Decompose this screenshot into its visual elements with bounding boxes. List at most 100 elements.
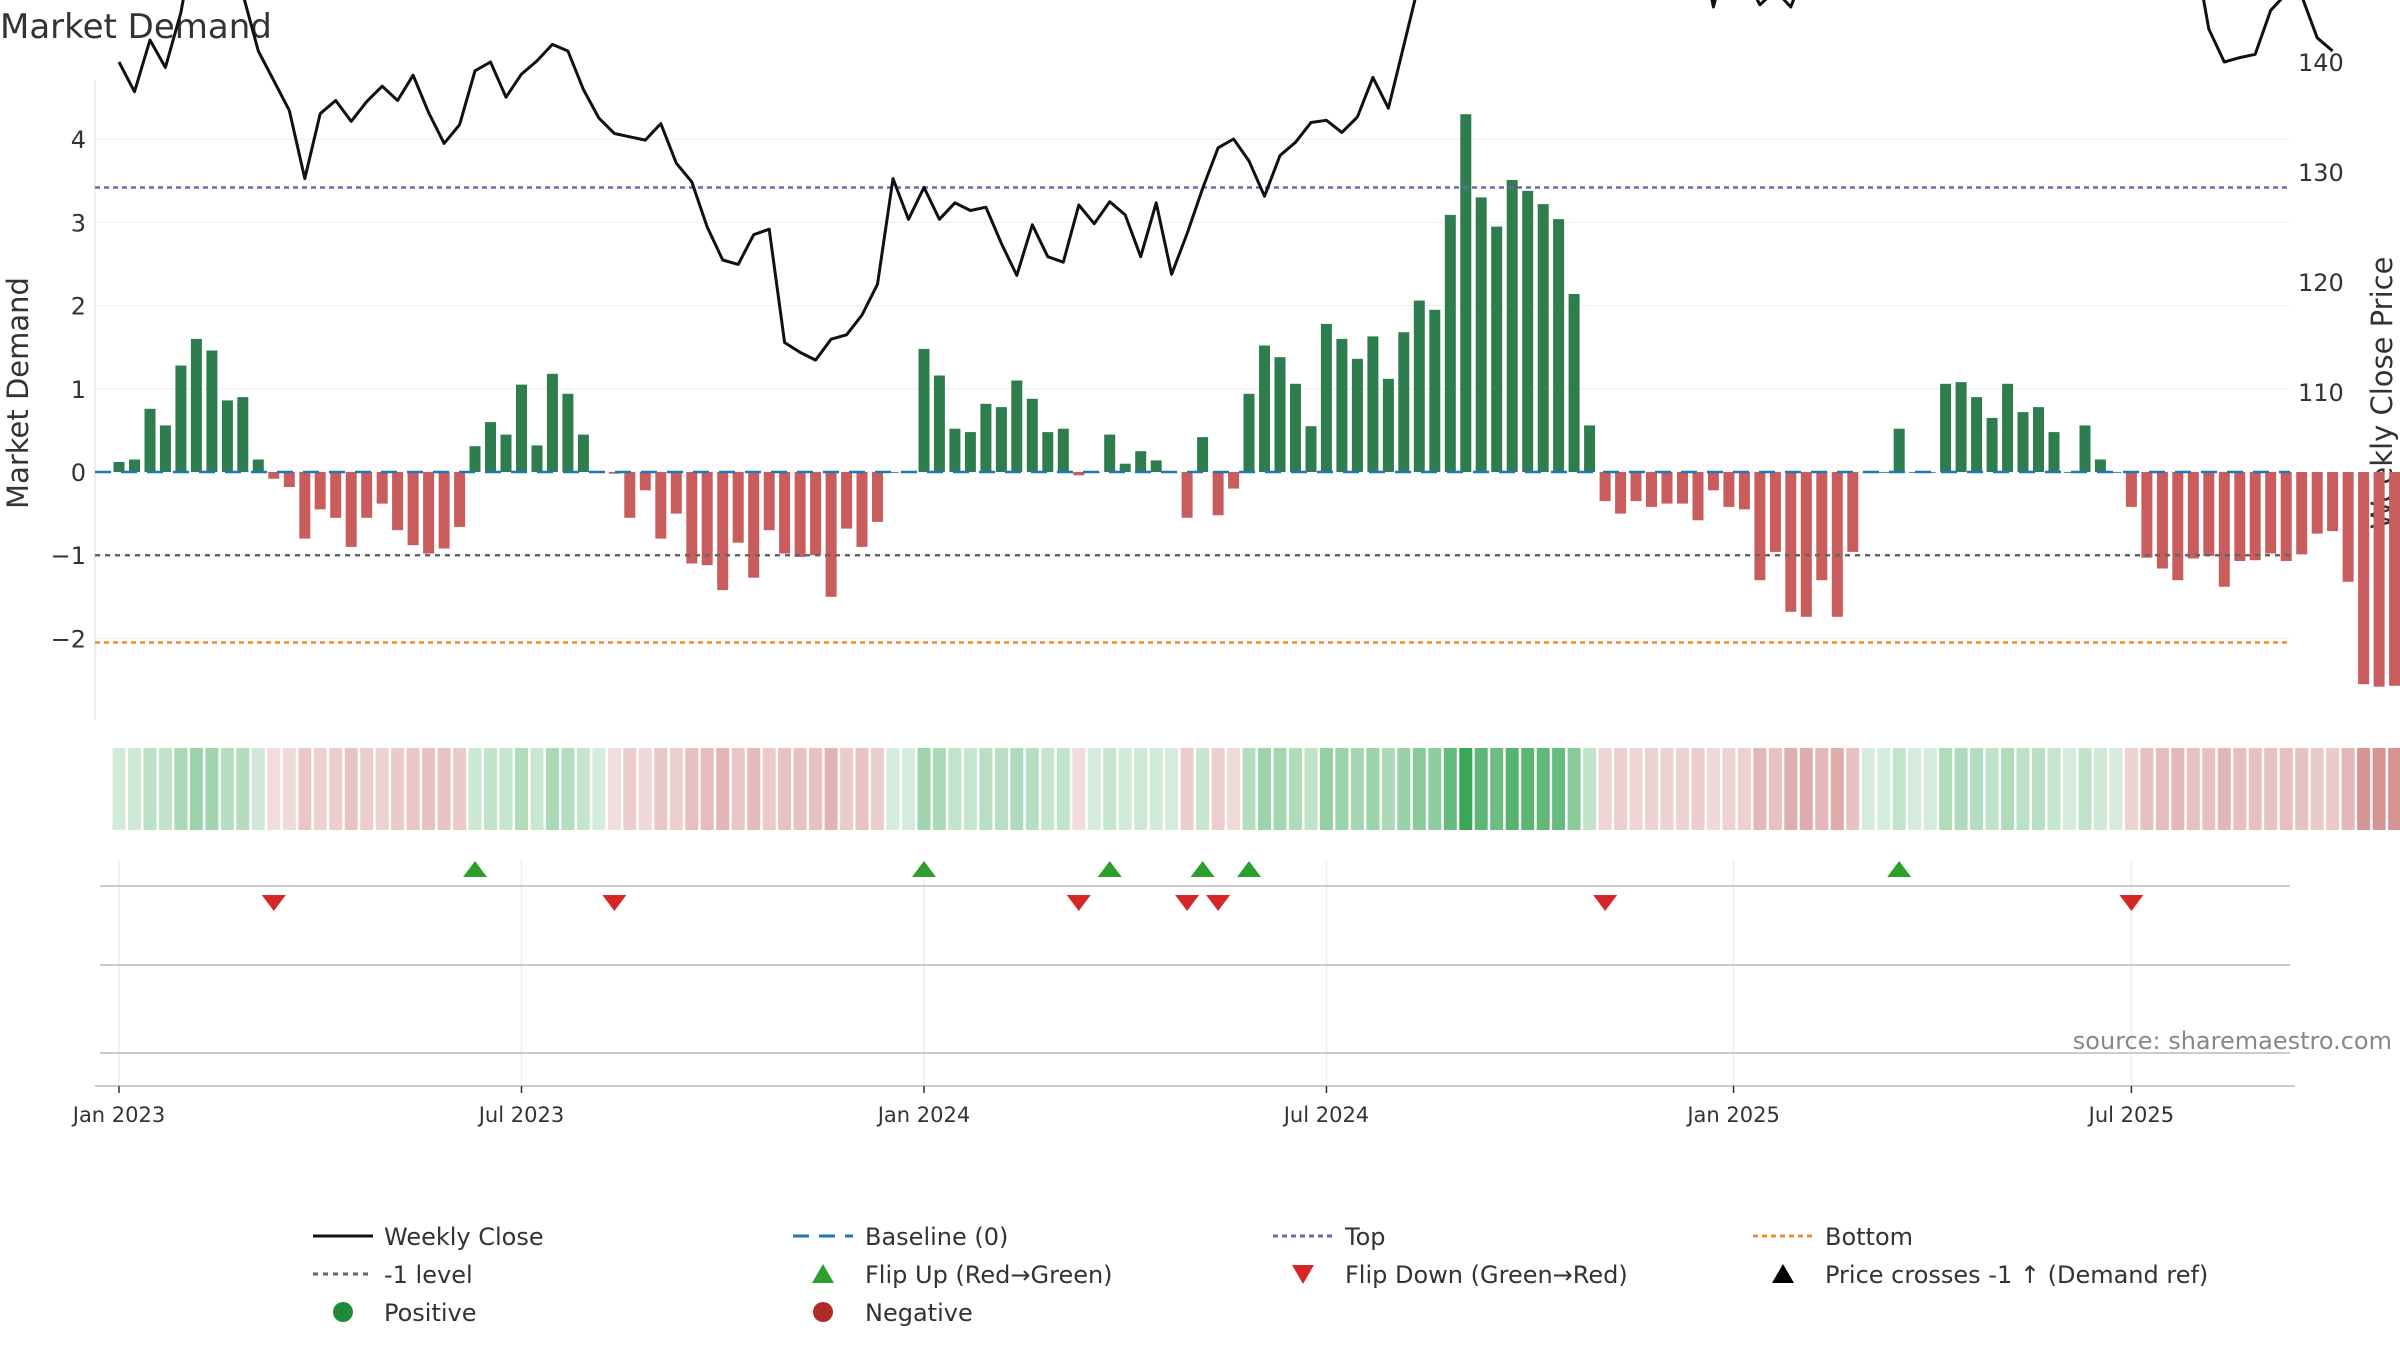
strip-cell (1954, 748, 1968, 830)
demand-bar (1382, 378, 1394, 472)
strip-cell (1536, 748, 1550, 830)
demand-bar (1831, 472, 1843, 617)
flip-down-marker (261, 895, 286, 911)
legend: Weekly Close -1 level Positive Baseline … (313, 1223, 2208, 1327)
demand-bar (856, 472, 868, 547)
demand-bar (933, 375, 945, 472)
demand-bar (268, 472, 280, 479)
demand-bar (1135, 451, 1147, 472)
strip-cell (855, 748, 869, 830)
strip-cell (824, 748, 838, 830)
strip-cell (1211, 748, 1225, 830)
legend-bottom: Bottom (1825, 1223, 1913, 1251)
demand-bar (1228, 472, 1240, 489)
legend-swatch-negative (813, 1302, 833, 1322)
demand-bar (1042, 432, 1054, 472)
demand-bar (1119, 463, 1131, 472)
demand-bar (330, 472, 342, 518)
flip-down-marker (1593, 895, 1618, 911)
strip-cell (1629, 748, 1643, 830)
chart-title: Market Demand (0, 7, 272, 47)
strip-cell (716, 748, 730, 830)
strip-cell (1041, 748, 1055, 830)
strip-cell (1118, 748, 1132, 830)
demand-bar (531, 445, 543, 472)
strip-cell (1815, 748, 1829, 830)
strip-cell (576, 748, 590, 830)
strip-cell (932, 748, 946, 830)
strip-cell (344, 748, 358, 830)
demand-bar (1181, 472, 1193, 518)
strip-cell (1799, 748, 1813, 830)
strip-cell (654, 748, 668, 830)
demand-bar (2079, 425, 2091, 472)
strip-cell (1196, 748, 1210, 830)
demand-bar (841, 472, 853, 529)
strip-cell (375, 748, 389, 830)
strip-cell (2186, 748, 2200, 830)
demand-bar (2296, 472, 2308, 555)
demand-bar (345, 472, 357, 547)
y-tick-left: −1 (51, 542, 86, 570)
legend-flip-up: Flip Up (Red→Green) (865, 1261, 1113, 1289)
y-ticks-right: 110120130140150160 (2298, 49, 2344, 407)
demand-bar (2094, 459, 2106, 472)
demand-bar (2389, 472, 2400, 686)
demand-bar (1893, 428, 1905, 472)
strip-cell (1428, 748, 1442, 830)
demand-bar (1816, 472, 1828, 581)
demand-bar (1940, 383, 1952, 472)
strip-cell (1180, 748, 1194, 830)
strip-cell (2295, 748, 2309, 830)
y-tick-left: −2 (51, 625, 86, 653)
strip-cell (2032, 748, 2045, 830)
demand-bar (1475, 197, 1487, 472)
demand-bar (2358, 472, 2370, 685)
x-tick-label: Jan 2023 (71, 1103, 166, 1127)
strip-cell (1784, 748, 1798, 830)
demand-bar (299, 472, 311, 539)
demand-bar (2033, 407, 2044, 472)
strip-cell (1645, 748, 1658, 830)
strip-cell (189, 748, 203, 830)
strip-cell (313, 748, 327, 830)
strip-cell (468, 748, 482, 830)
demand-bar (1522, 190, 1534, 473)
strip-cell (948, 748, 962, 830)
strip-cell (2217, 748, 2231, 830)
strip-cell (1552, 748, 1566, 830)
demand-bar (1692, 472, 1704, 521)
strip-cell (840, 748, 854, 830)
demand-bar (129, 459, 140, 472)
strip-cell (778, 748, 792, 830)
demand-bar (639, 472, 651, 491)
demand-bar (1878, 472, 1890, 473)
strip-cell (2124, 748, 2138, 830)
strip-cell (1381, 748, 1395, 830)
demand-bar (1274, 357, 1286, 472)
strip-cell (886, 748, 900, 830)
strip-cell (391, 748, 405, 830)
flip-down-marker (1206, 895, 1231, 911)
demand-bar (1104, 434, 1116, 472)
strip-cell (1242, 748, 1256, 830)
strip-cell (1072, 748, 1086, 830)
strip-cell (700, 748, 714, 830)
strip-cell (1227, 748, 1241, 830)
price-line-layer (117, 0, 2334, 362)
demand-bar (1011, 380, 1023, 472)
demand-bar (2125, 472, 2137, 507)
strip-cell (1691, 748, 1705, 830)
demand-bar (1661, 472, 1673, 504)
strip-cell (2264, 748, 2278, 830)
strip-cell (793, 748, 807, 830)
strip-cell (1350, 748, 1364, 830)
strip-cell (1923, 748, 1937, 830)
strip-cell (1258, 748, 1271, 830)
demand-bar (1444, 214, 1456, 472)
strip-cell (1273, 748, 1287, 830)
demand-bar (1243, 393, 1255, 472)
strip-cell (2326, 748, 2340, 830)
strip-cell (1753, 748, 1767, 830)
y-tick-left: 4 (71, 126, 86, 154)
